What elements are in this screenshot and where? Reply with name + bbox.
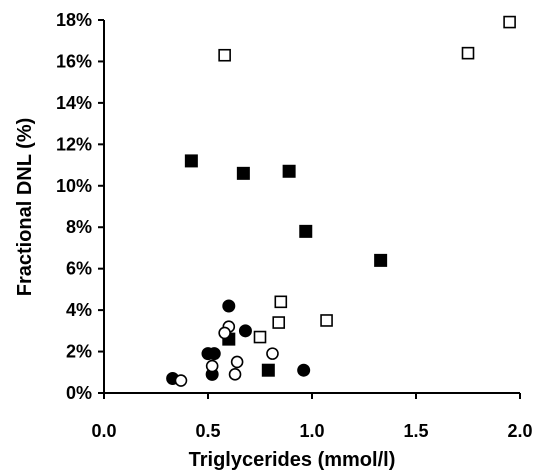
data-point-filled-square (282, 164, 296, 178)
data-point-open-square (461, 46, 475, 60)
series-open-square (218, 15, 516, 344)
y-axis-title: Fractional DNL (%) (14, 118, 36, 297)
data-point-filled-square (184, 154, 198, 168)
data-point-filled-circle (222, 299, 236, 313)
y-tick-label: 8% (66, 217, 92, 237)
y-tick-label: 6% (66, 259, 92, 279)
data-point-open-circle (230, 355, 244, 369)
y-tick-label: 16% (56, 51, 92, 71)
x-axis-title: Triglycerides (mmol/l) (189, 449, 396, 471)
data-point-open-circle (174, 374, 188, 387)
x-tick-label: 0.5 (195, 421, 220, 441)
x-tick-label: 1.5 (403, 421, 428, 441)
data-point-open-square (320, 314, 333, 327)
y-tick-label: 0% (66, 383, 92, 403)
x-tick-label: 2.0 (507, 421, 532, 441)
data-point-filled-square (374, 253, 388, 267)
data-point-open-circle (205, 359, 219, 373)
data-point-open-circle (266, 347, 279, 360)
data-point-filled-square (261, 363, 275, 377)
y-tick-label: 18% (56, 10, 92, 30)
y-tick-label: 2% (66, 342, 92, 362)
data-marks (166, 15, 516, 387)
data-point-filled-square (236, 166, 250, 180)
y-axis-ticks: 0% 2% 4% 6% 8% 10% 12% 14% 16% 18% (56, 10, 104, 403)
data-point-filled-circle (207, 347, 221, 361)
y-tick-label: 4% (66, 300, 92, 320)
y-tick-label: 14% (56, 93, 92, 113)
data-point-open-circle (228, 368, 242, 381)
data-point-open-square (274, 295, 288, 309)
data-point-open-circle (218, 326, 231, 340)
data-point-filled-square (299, 224, 313, 238)
x-tick-label: 1.0 (299, 421, 324, 441)
data-point-filled-circle (238, 324, 252, 338)
y-tick-label: 12% (56, 134, 92, 154)
x-axis-ticks: 0.0 0.5 1.0 1.5 2.0 (91, 393, 533, 441)
series-filled-circle (166, 299, 311, 385)
y-tick-label: 10% (56, 176, 92, 196)
data-point-filled-circle (297, 363, 311, 377)
data-point-open-square (503, 15, 516, 29)
data-point-open-square (253, 330, 267, 344)
x-tick-label: 0.0 (91, 421, 116, 441)
series-open-circle (174, 320, 279, 387)
data-point-open-square (272, 316, 286, 329)
data-point-open-square (218, 48, 231, 62)
series-filled-square (184, 154, 388, 377)
